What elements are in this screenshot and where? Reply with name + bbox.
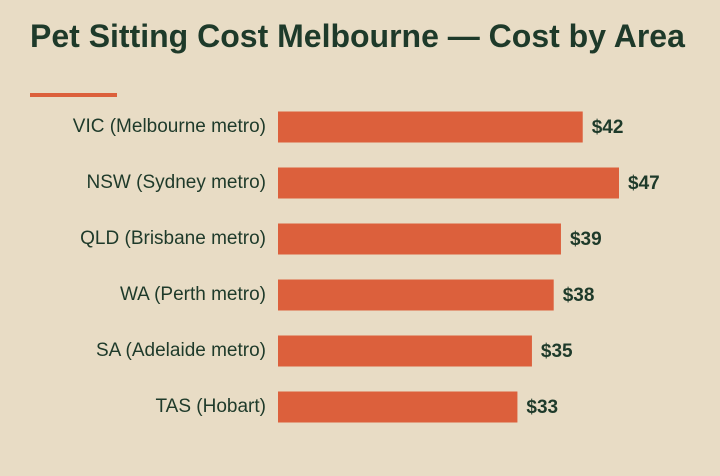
category-label: VIC (Melbourne metro) [73, 116, 266, 137]
chart-title: Pet Sitting Cost Melbourne — Cost by Are… [30, 18, 685, 54]
category-label: TAS (Hobart) [155, 396, 266, 417]
bar [278, 391, 518, 423]
value-label: $35 [541, 341, 573, 362]
category-label: QLD (Brisbane metro) [80, 228, 266, 249]
bar [278, 279, 554, 311]
bar [278, 223, 561, 255]
title-underline [30, 93, 117, 97]
value-label: $39 [570, 229, 602, 250]
value-label: $42 [592, 117, 624, 138]
category-label: NSW (Sydney metro) [87, 172, 266, 193]
bar [278, 111, 583, 143]
bar [278, 167, 619, 199]
value-label: $47 [628, 173, 660, 194]
value-label: $33 [526, 397, 558, 418]
category-label: SA (Adelaide metro) [96, 340, 266, 361]
value-label: $38 [563, 285, 595, 306]
category-label: WA (Perth metro) [120, 284, 266, 305]
bar [278, 335, 532, 367]
